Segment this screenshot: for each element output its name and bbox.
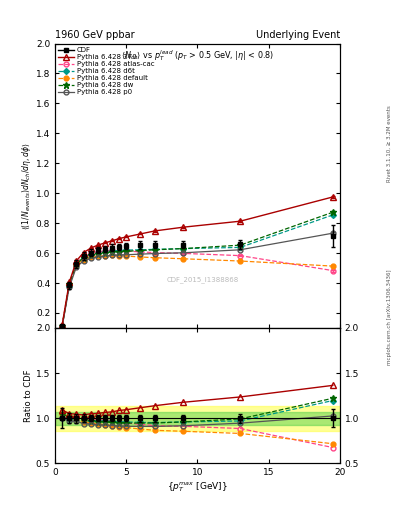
Y-axis label: $\langle(1/N_{events}) dN_{ch}/d\eta, d\phi\rangle$: $\langle(1/N_{events}) dN_{ch}/d\eta, d\…	[20, 142, 33, 229]
Legend: CDF, Pythia 6.428 370, Pythia 6.428 atlas-cac, Pythia 6.428 d6t, Pythia 6.428 de: CDF, Pythia 6.428 370, Pythia 6.428 atla…	[57, 46, 156, 97]
Text: 1960 GeV ppbar: 1960 GeV ppbar	[55, 30, 135, 40]
X-axis label: $\{p_T^{max}$ [GeV]$\}$: $\{p_T^{max}$ [GeV]$\}$	[167, 480, 228, 494]
Bar	[55, 412, 340, 424]
Bar	[55, 406, 340, 431]
Y-axis label: Ratio to CDF: Ratio to CDF	[24, 369, 33, 422]
Text: mcplots.cern.ch [arXiv:1306.3436]: mcplots.cern.ch [arXiv:1306.3436]	[387, 270, 392, 365]
Text: Rivet 3.1.10, ≥ 3.2M events: Rivet 3.1.10, ≥ 3.2M events	[387, 105, 392, 182]
Text: CDF_2015_I1388868: CDF_2015_I1388868	[167, 276, 239, 283]
Text: $\langle N_{ch}\rangle$ vs $p_T^{lead}$ ($p_T$ > 0.5 GeV, $|\eta|$ < 0.8): $\langle N_{ch}\rangle$ vs $p_T^{lead}$ …	[121, 48, 274, 62]
Text: Underlying Event: Underlying Event	[256, 30, 340, 40]
